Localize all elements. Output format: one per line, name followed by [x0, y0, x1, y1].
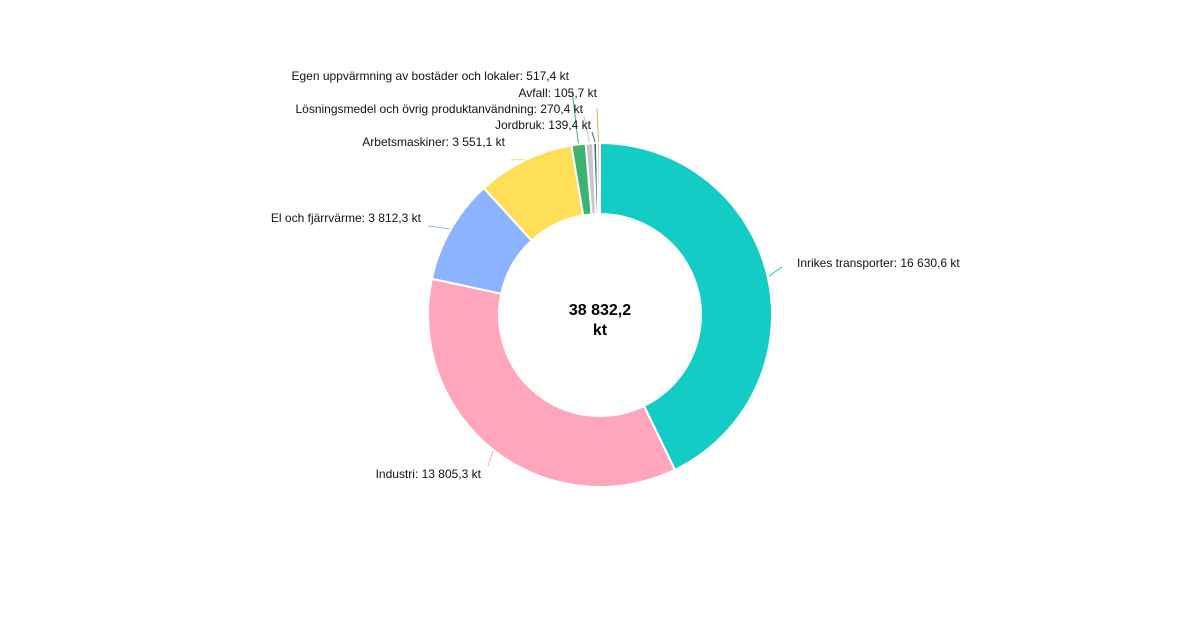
label-industri: Industri: 13 805,3 kt: [376, 467, 482, 481]
center-total-line2: kt: [593, 322, 608, 339]
label-avfall: Avfall: 105,7 kt: [519, 86, 598, 100]
slice-inrikes-transporter[interactable]: [599, 141, 773, 472]
connector-inrikes-transporter: [768, 266, 783, 277]
connector-avfall: [596, 107, 600, 143]
label-arbetsmaskiner: Arbetsmaskiner: 3 551,1 kt: [362, 135, 505, 149]
label-egen-uppvarmning-av-bostader-och-lokaler: Egen uppvärmning av bostäder och lokaler…: [291, 69, 569, 83]
label-inrikes-transporter: Inrikes transporter: 16 630,6 kt: [797, 256, 960, 270]
connector-egen-uppvarmning-av-bostader-och-lokaler: [571, 89, 579, 144]
slice-avfall[interactable]: [596, 141, 601, 216]
label-jordbruk: Jordbruk: 139,4 kt: [495, 118, 592, 132]
connector-jordbruk: [591, 131, 596, 143]
connector-industri: [487, 450, 494, 467]
center-total-line1: 38 832,2: [569, 302, 631, 319]
label-el-och-fjarrvarme: El och fjärrvärme: 3 812,3 kt: [271, 211, 422, 225]
labels-layer: Inrikes transporter: 16 630,6 kt Industri…: [271, 69, 960, 481]
label-losningsmedel-och-ovrig-produktanvandning: Lösningsmedel och övrig produktanvändnin…: [295, 102, 583, 116]
connectors-layer: [427, 89, 783, 467]
slice-industri[interactable]: [427, 277, 677, 488]
slices-layer: [427, 141, 773, 488]
center-total: 38 832,2 kt: [569, 302, 631, 339]
connector-losningsmedel-och-ovrig-produktanvandning: [583, 115, 590, 143]
connector-el-och-fjarrvarme: [427, 225, 450, 230]
